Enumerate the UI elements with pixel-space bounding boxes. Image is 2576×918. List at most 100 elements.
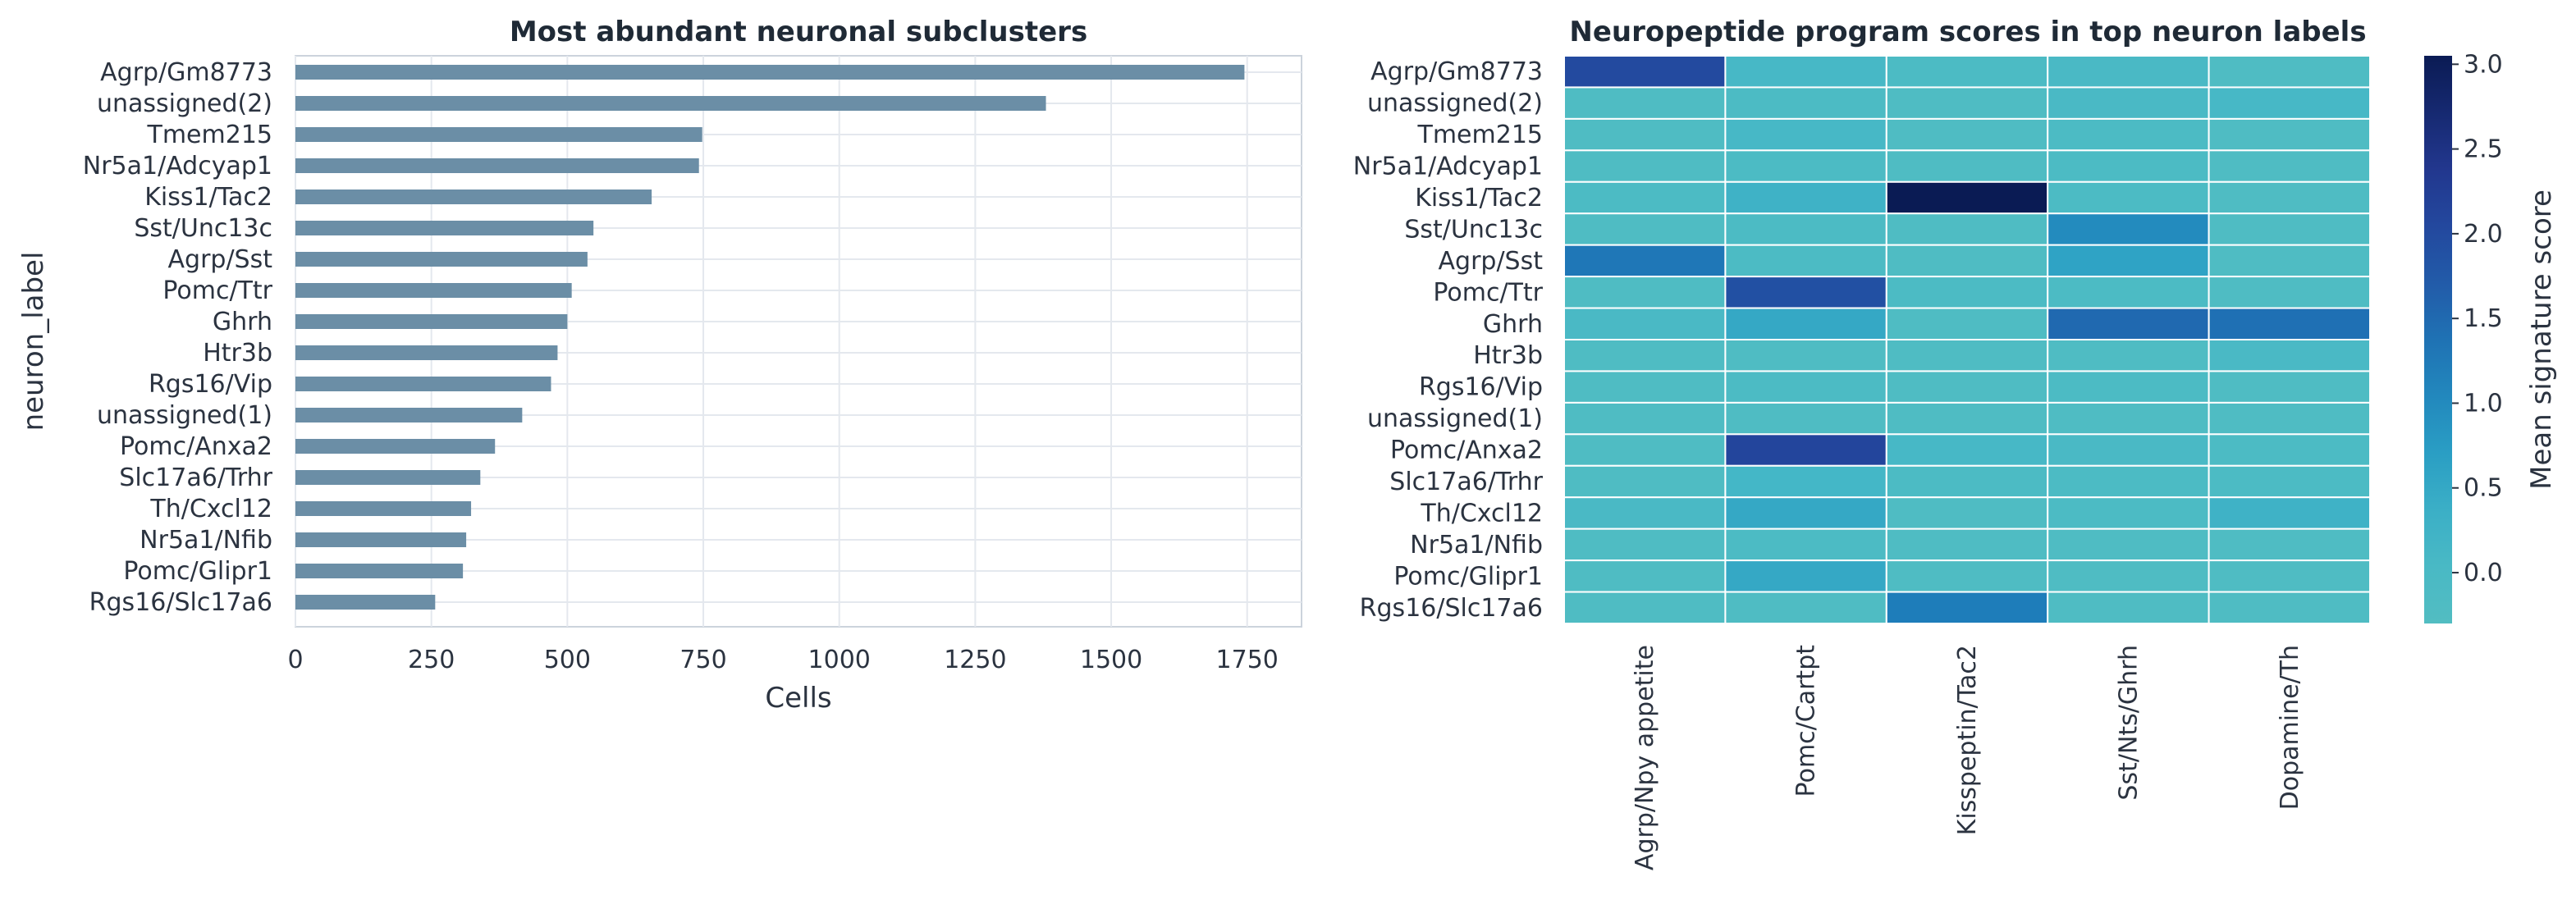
heatmap-cell <box>1885 339 2049 372</box>
heatmap-cell <box>2208 212 2372 246</box>
heatmap-cell <box>1563 307 1727 340</box>
heatmap-cell <box>2047 339 2210 372</box>
bar-y-tick-label: Htr3b <box>203 339 272 368</box>
bar <box>295 221 594 235</box>
heatmap-cell <box>1724 464 1887 499</box>
bar <box>295 252 588 267</box>
heatmap-row-label: Tmem215 <box>1417 121 1544 149</box>
colorbar-tick-label: 1.5 <box>2464 304 2503 333</box>
heatmap-cell <box>2208 401 2372 436</box>
bar-chart-title: Most abundant neuronal subclusters <box>510 16 1087 48</box>
bar <box>295 190 652 204</box>
heatmap-cell <box>1885 307 2049 340</box>
heatmap-cell <box>2047 55 2210 89</box>
colorbar-tick-label: 0.0 <box>2464 559 2503 587</box>
heatmap-cell <box>2047 86 2210 120</box>
heatmap-cell <box>1724 276 1887 309</box>
heatmap-cell <box>1885 244 2049 278</box>
bar-y-tick-label: Rgs16/Vip <box>149 370 272 399</box>
colorbar-tick-label: 3.0 <box>2464 50 2503 79</box>
bar-x-tick-label: 1000 <box>808 646 871 674</box>
heatmap-cell <box>1885 496 2049 530</box>
colorbar-ticks: 0.0 0.5 1.0 1.5 2.0 2.5 3.0 <box>2452 50 2503 587</box>
bar-y-tick-label: unassigned(2) <box>97 89 272 118</box>
heatmap-cell <box>1724 212 1887 246</box>
heatmap-cell <box>2047 591 2210 624</box>
heatmap-cell <box>1885 55 2049 89</box>
heatmap-title: Neuropeptide program scores in top neuro… <box>1569 16 2366 48</box>
heatmap-cell <box>1563 464 1727 499</box>
heatmap-cell <box>1885 559 2049 593</box>
heatmap-cell <box>1563 433 1727 467</box>
heatmap-cell <box>1563 117 1727 152</box>
heatmap-row-label: unassigned(2) <box>1367 89 1543 118</box>
colorbar <box>2424 56 2452 623</box>
bar <box>295 345 558 360</box>
heatmap-cell <box>1885 528 2049 562</box>
bar-y-tick-label: unassigned(1) <box>97 401 272 430</box>
bar-y-tick-label: Pomc/Ttr <box>162 276 272 305</box>
bar-x-tick-label: 1500 <box>1080 646 1142 674</box>
colorbar-tick-label: 2.0 <box>2464 220 2503 249</box>
heatmap-row-label: Pomc/Ttr <box>1433 278 1543 307</box>
heatmap-cell <box>1885 86 2049 120</box>
heatmap-cell <box>2047 117 2210 152</box>
heatmap-cell <box>1563 244 1727 278</box>
heatmap-cell <box>1563 86 1727 120</box>
heatmap-cell <box>2208 149 2372 183</box>
bar <box>295 314 568 329</box>
heatmap-cell <box>1885 180 2049 215</box>
heatmap-cell <box>2208 307 2372 340</box>
bar <box>295 501 472 516</box>
heatmap-cell <box>1563 528 1727 562</box>
heatmap-cell <box>1885 591 2049 624</box>
heatmap-cell <box>2047 528 2210 562</box>
heatmap-cell <box>1885 370 2049 404</box>
bar <box>295 377 551 391</box>
heatmap-cell <box>2047 370 2210 404</box>
heatmap-cell <box>1724 86 1887 120</box>
heatmap-cell <box>2208 433 2372 467</box>
heatmap-cell <box>2208 464 2372 499</box>
heatmap-cell <box>1724 149 1887 183</box>
heatmap-cells <box>1563 55 2372 624</box>
bar-y-tick-label: Tmem215 <box>147 121 273 149</box>
heatmap-column-label: Agrp/Npy appetite <box>1631 645 1659 870</box>
heatmap-cell <box>2208 496 2372 530</box>
heatmap-cell <box>1885 401 2049 436</box>
heatmap-cell <box>1724 117 1887 152</box>
heatmap-cell <box>1724 339 1887 372</box>
bar-x-tick-label: 500 <box>544 646 591 674</box>
bar <box>295 595 436 610</box>
heatmap-row-labels: Agrp/Gm8773 unassigned(2) Tmem215 Nr5a1/Adc… <box>1353 57 1544 623</box>
heatmap-cell <box>2208 370 2372 404</box>
bar-y-tick-label: Pomc/Glipr1 <box>123 557 272 586</box>
heatmap-row-label: Slc17a6/Trhr <box>1389 468 1543 496</box>
heatmap-cell <box>1563 149 1727 183</box>
heatmap-row-label: Sst/Unc13c <box>1404 215 1543 244</box>
colorbar-tick-label: 2.5 <box>2464 135 2503 164</box>
heatmap-column-labels: Agrp/Npy appetite Pomc/Cartpt Kisspeptin/T… <box>1631 645 2304 870</box>
heatmap-row-label: Pomc/Anxa2 <box>1390 436 1543 465</box>
heatmap-row-label: Nr5a1/Nfib <box>1410 531 1543 559</box>
heatmap-cell <box>1885 212 2049 246</box>
bar <box>295 158 699 173</box>
bar-y-tick-label: Slc17a6/Trhr <box>119 464 272 492</box>
bar-x-tick-label: 1750 <box>1216 646 1279 674</box>
heatmap-cell <box>1724 401 1887 436</box>
bar-x-tick-label: 250 <box>408 646 455 674</box>
heatmap-row-label: Htr3b <box>1473 341 1543 370</box>
heatmap-cell <box>2047 244 2210 278</box>
heatmap-cell <box>2047 559 2210 593</box>
bar-y-tick-label: Sst/Unc13c <box>134 214 272 243</box>
heatmap-cell <box>1563 276 1727 309</box>
heatmap-cell <box>1724 370 1887 404</box>
heatmap-cell <box>1724 528 1887 562</box>
bar <box>295 439 496 454</box>
bar-y-tick-label: Kiss1/Tac2 <box>144 183 272 212</box>
heatmap-cell <box>2208 528 2372 562</box>
heatmap-cell <box>2208 55 2372 89</box>
heatmap-cell <box>1724 591 1887 624</box>
heatmap-row-label: Th/Cxcl12 <box>1420 499 1543 528</box>
